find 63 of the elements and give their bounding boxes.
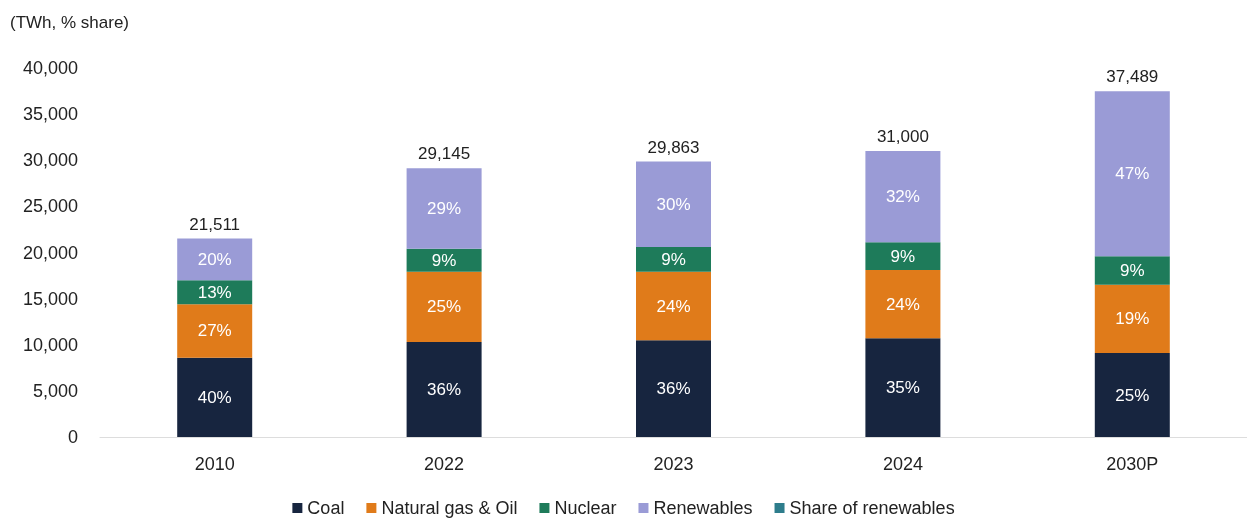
y-tick-label: 35,000 <box>22 104 78 125</box>
annotation: 25% <box>427 297 462 317</box>
bar <box>636 340 711 437</box>
bar <box>177 357 253 437</box>
legend-label: Share of renewables <box>789 498 955 518</box>
y-axis-title: (TWh, % share) <box>10 13 130 32</box>
legend-label: Natural gas & Oil <box>381 498 518 518</box>
total-label: 21,511 <box>189 214 241 234</box>
bar <box>406 341 482 437</box>
bar <box>1094 284 1170 354</box>
annotation: 30% <box>656 194 691 214</box>
annotation: 35% <box>885 378 920 398</box>
y-tick-label: 30,000 <box>22 150 78 171</box>
bar <box>636 271 711 341</box>
annotation: 32% <box>885 187 920 207</box>
bar <box>1094 353 1170 437</box>
total-label: 29,145 <box>418 144 471 164</box>
annotation: 47% <box>1115 164 1150 184</box>
bar <box>636 246 711 272</box>
x-tick-label: 2022 <box>424 454 465 474</box>
annotation: 36% <box>427 379 462 399</box>
total-label: 29,863 <box>647 137 700 157</box>
bar <box>1094 256 1170 285</box>
x-tick-label: 2023 <box>653 454 694 474</box>
bar <box>865 151 941 243</box>
annotation: 9% <box>431 250 457 270</box>
bar <box>865 242 941 271</box>
x-tick-label: 2030P <box>1106 454 1159 474</box>
annotation: 9% <box>890 246 916 266</box>
annotation: 19% <box>1115 309 1150 329</box>
bar <box>636 161 711 247</box>
x-tick-label: 2010 <box>194 454 235 474</box>
y-tick-label: 20,000 <box>22 242 78 263</box>
annotation: 24% <box>885 294 920 314</box>
annotation: 20% <box>197 249 232 269</box>
annotation: 25% <box>1115 385 1150 405</box>
y-tick-label: 15,000 <box>22 288 78 309</box>
x-tick-label: 2024 <box>882 454 923 474</box>
bar <box>406 168 482 249</box>
y-tick-label: 25,000 <box>22 196 78 217</box>
y-tick-label: 40,000 <box>22 58 78 78</box>
bar <box>1094 91 1170 257</box>
total-label: 31,000 <box>876 127 929 147</box>
annotation: 13% <box>197 282 232 302</box>
bar <box>177 304 253 358</box>
annotation: 40% <box>197 387 232 407</box>
bar <box>865 270 941 339</box>
y-tick-label: 10,000 <box>22 334 78 355</box>
y-tick-label: 0 <box>67 427 78 447</box>
bar <box>865 338 941 437</box>
annotation: 27% <box>197 321 232 341</box>
annotation: 36% <box>656 379 691 399</box>
bar <box>177 238 253 281</box>
annotation: 9% <box>1120 260 1145 280</box>
annotation: 24% <box>656 296 691 316</box>
y-tick-label: 5,000 <box>32 380 78 401</box>
legend-label: Nuclear <box>554 498 617 518</box>
annotation: 9% <box>661 249 686 269</box>
legend-label: Coal <box>307 498 345 518</box>
bar <box>406 271 482 342</box>
legend-label: Renewables <box>653 498 753 518</box>
annotation: 29% <box>427 198 462 218</box>
total-label: 37,489 <box>1106 67 1159 87</box>
